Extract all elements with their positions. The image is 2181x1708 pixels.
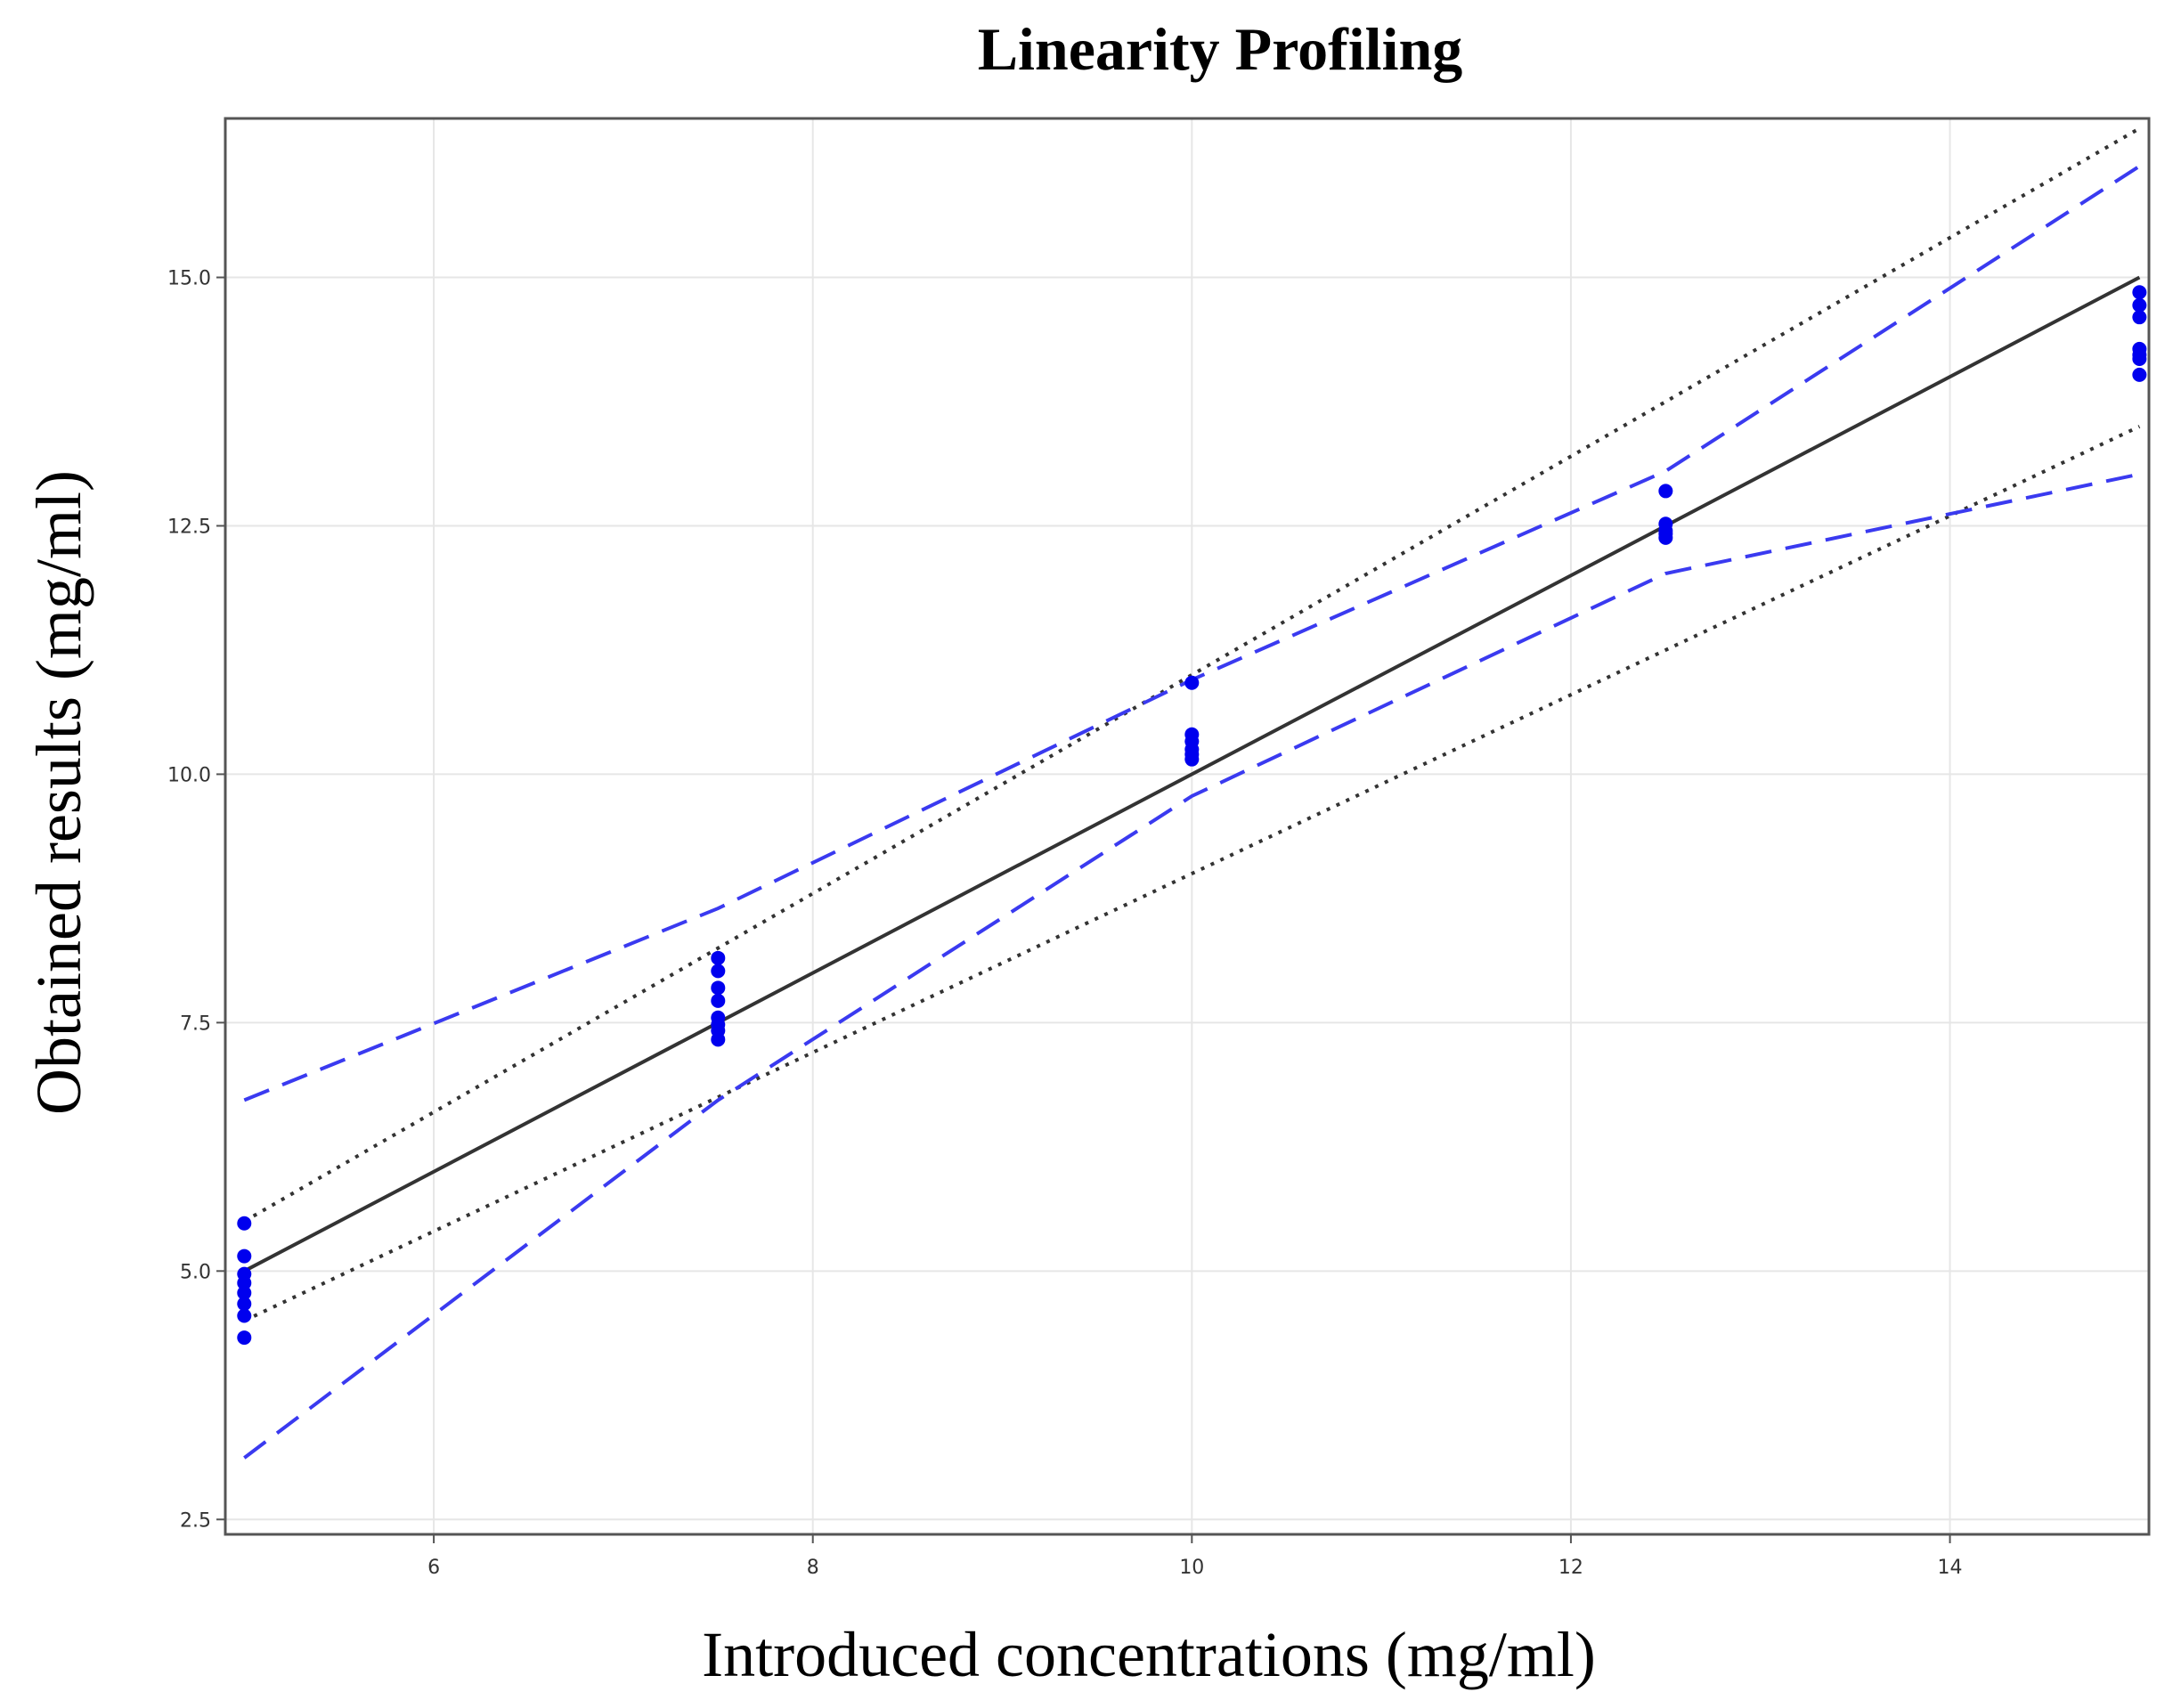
y-tick-label: 5.0 — [180, 1261, 211, 1283]
data-point — [711, 980, 726, 996]
data-point — [2132, 367, 2147, 382]
y-tick-label: 10.0 — [167, 764, 211, 786]
data-point — [2132, 285, 2147, 300]
data-point — [237, 1275, 252, 1290]
data-point — [1184, 675, 1200, 690]
data-point — [711, 964, 726, 979]
y-tick-label: 12.5 — [167, 516, 211, 538]
data-point — [711, 1032, 726, 1047]
data-point — [1184, 752, 1200, 767]
identity-line — [243, 275, 2141, 1273]
x-tick-label: 10 — [1179, 1557, 1204, 1579]
axis-ticks: 6 8 10 12 14 2.5 5.0 7.5 10.0 12.5 15.0 — [167, 268, 1963, 1579]
data-point — [237, 1248, 252, 1264]
acceptance-limit-line — [243, 126, 2141, 1224]
data-point — [237, 1285, 252, 1300]
x-tick-label: 6 — [427, 1557, 440, 1579]
x-tick-label: 14 — [1938, 1557, 1963, 1579]
y-axis-label: Obtained results (mg/ml) — [23, 470, 94, 1115]
plot-frame — [224, 117, 2151, 1536]
y-tick-label: 15.0 — [167, 268, 211, 290]
x-tick-label: 12 — [1558, 1557, 1583, 1579]
data-point — [711, 950, 726, 965]
data-point — [237, 1216, 252, 1231]
data-point — [1658, 484, 1673, 499]
data-point — [2132, 352, 2147, 367]
chart-title: Linearity Profiling — [978, 15, 1463, 83]
x-axis-label: Introduced concentrations (mg/ml) — [702, 1619, 1596, 1690]
data-point — [237, 1308, 252, 1323]
data-point — [1658, 530, 1673, 545]
grid-lines — [225, 118, 2149, 1534]
data-points — [237, 285, 2147, 1346]
data-point — [237, 1330, 252, 1346]
data-point — [2132, 310, 2147, 325]
acceptance-limit-line — [243, 425, 2141, 1322]
x-tick-label: 8 — [807, 1557, 819, 1579]
y-tick-label: 7.5 — [180, 1013, 211, 1035]
y-tick-label: 2.5 — [180, 1509, 211, 1532]
data-point — [237, 1297, 252, 1312]
tolerance-limit-line — [243, 472, 2140, 1460]
data-point — [2132, 297, 2147, 313]
data-point — [711, 993, 726, 1008]
